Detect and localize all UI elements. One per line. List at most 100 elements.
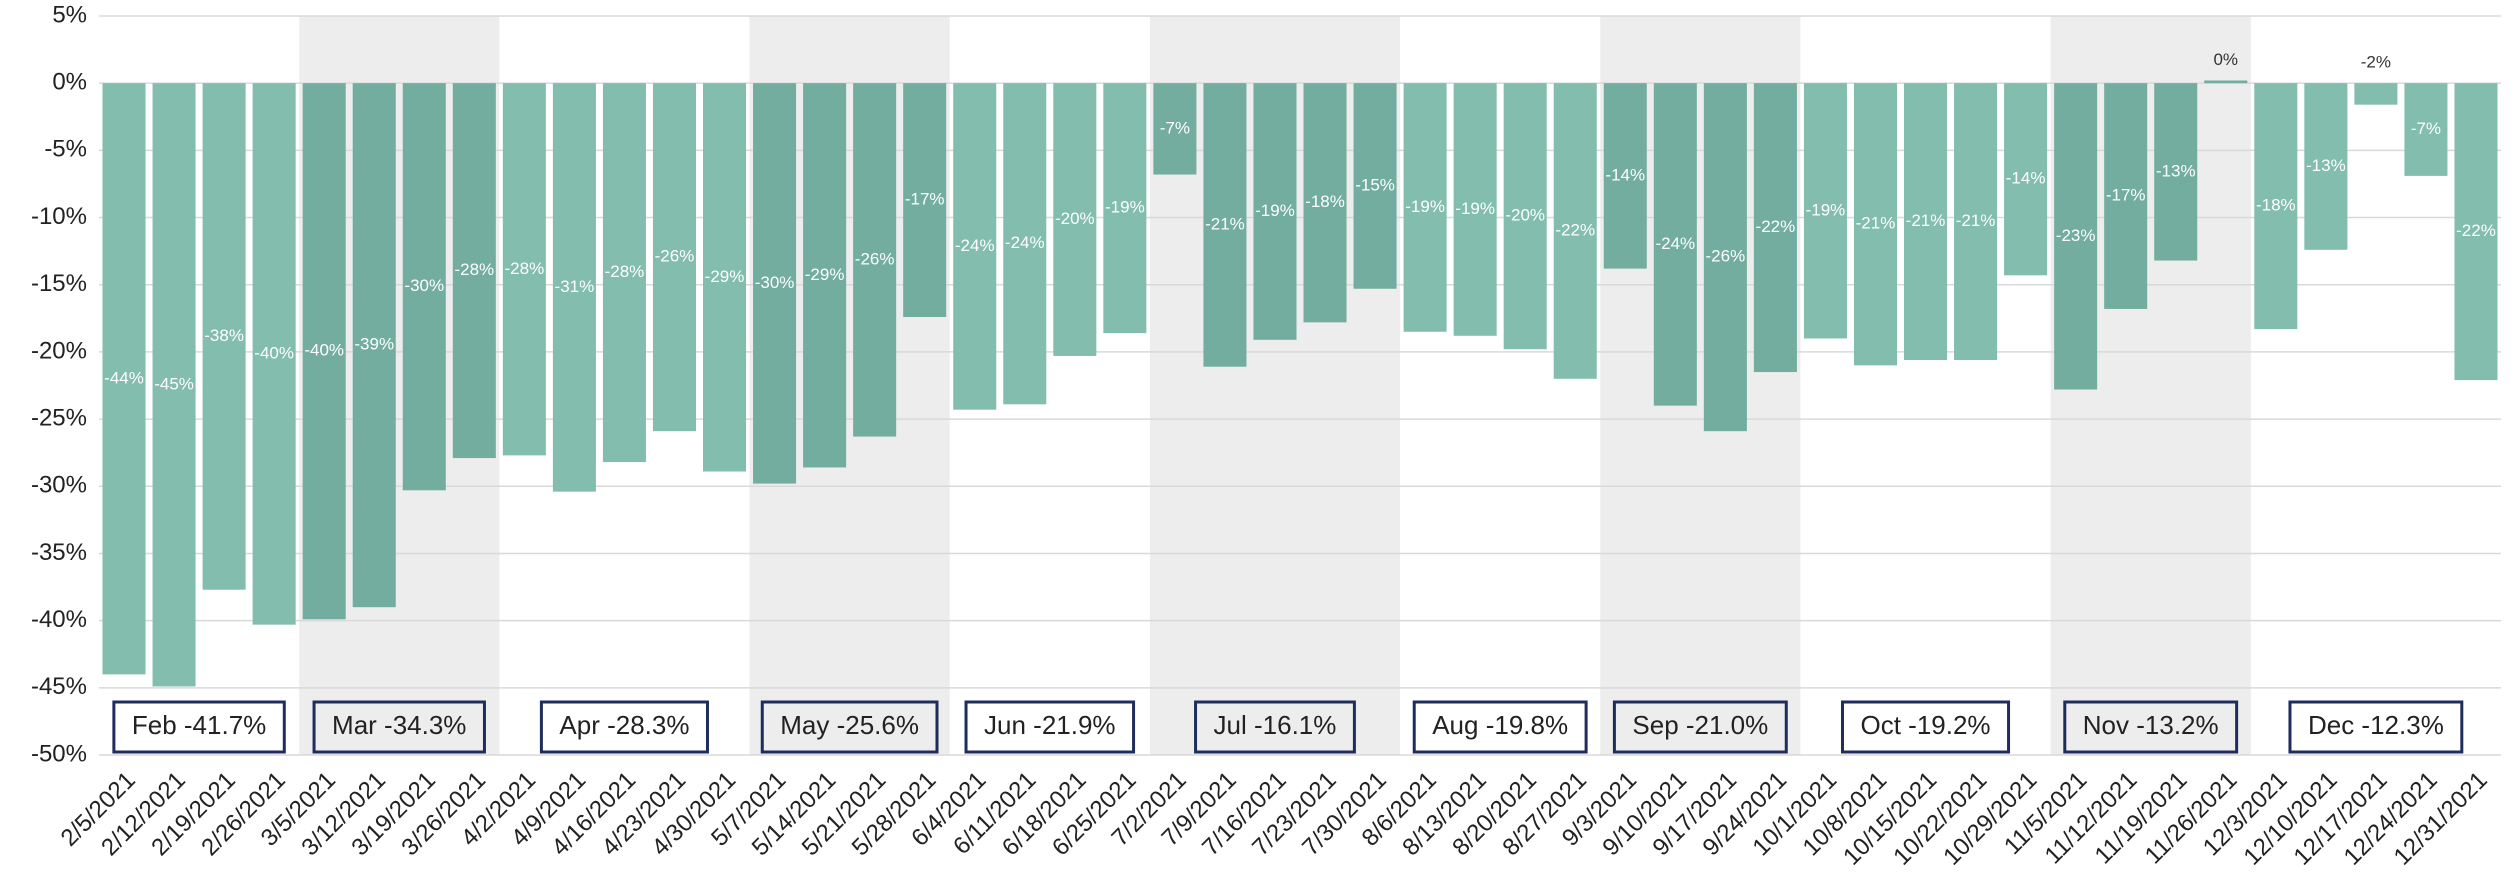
data-label: -21%	[1906, 211, 1946, 230]
bar	[2304, 83, 2348, 250]
bar	[2354, 83, 2398, 105]
data-label: -22%	[2456, 221, 2496, 240]
data-label: -22%	[1555, 220, 1595, 239]
data-label: -18%	[2256, 196, 2296, 215]
bar	[1053, 83, 1097, 356]
month-annotation: Nov -13.2%	[2083, 710, 2219, 740]
bar	[1403, 83, 1447, 332]
data-label: -14%	[2006, 169, 2046, 188]
data-label: -23%	[2056, 226, 2096, 245]
bar	[352, 83, 396, 608]
data-label: 0%	[2213, 50, 2238, 69]
y-tick-label: 0%	[52, 69, 87, 96]
y-tick-label: -40%	[31, 606, 87, 633]
data-label: -17%	[2106, 186, 2146, 205]
bar	[2054, 83, 2098, 390]
bar	[1103, 83, 1147, 334]
bar	[1853, 83, 1897, 366]
data-label: -19%	[1405, 197, 1445, 216]
bar	[202, 83, 246, 590]
data-label: -29%	[805, 265, 845, 284]
data-label: -31%	[555, 277, 595, 296]
bar	[953, 83, 997, 410]
bar	[2454, 83, 2498, 381]
bars	[102, 80, 2498, 687]
y-tick-label: 5%	[52, 1, 87, 28]
bar	[1303, 83, 1347, 323]
month-annotation: Jun -21.9%	[984, 710, 1116, 740]
data-label: -18%	[1305, 192, 1345, 211]
data-label: -28%	[605, 262, 645, 281]
month-annotation-box	[1612, 700, 1788, 754]
bar	[652, 83, 696, 432]
y-tick-label: -50%	[31, 740, 87, 767]
bar	[602, 83, 646, 463]
data-label: -17%	[905, 190, 945, 209]
y-tick-label: -15%	[31, 270, 87, 297]
bar	[1453, 83, 1497, 336]
data-label: -28%	[454, 260, 494, 279]
bar	[302, 83, 346, 620]
data-label: -29%	[705, 267, 745, 286]
month-annotation-box	[539, 700, 709, 754]
y-tick-label: -20%	[31, 337, 87, 364]
data-label: -30%	[404, 276, 444, 295]
y-tick-label: -35%	[31, 539, 87, 566]
data-label: -44%	[104, 368, 144, 387]
y-tick-label: -10%	[31, 203, 87, 230]
month-annotation-box	[112, 700, 286, 754]
month-annotation-box	[1840, 700, 2011, 754]
data-label: -21%	[1856, 214, 1896, 233]
data-label: -20%	[1505, 206, 1545, 225]
data-label: -2%	[2361, 53, 2391, 72]
month-annotation-box	[312, 700, 486, 754]
bar	[1203, 83, 1247, 367]
data-label: -20%	[1055, 209, 1095, 228]
data-label: -26%	[855, 249, 895, 268]
month-annotation: Dec -12.3%	[2308, 710, 2444, 740]
bar	[1954, 83, 1998, 360]
month-annotation: Mar -34.3%	[332, 710, 466, 740]
bar	[703, 83, 747, 472]
data-label: -30%	[755, 273, 795, 292]
bar	[2104, 83, 2148, 309]
data-label: -40%	[254, 343, 294, 362]
month-annotation: Sep -21.0%	[1632, 710, 1768, 740]
bar	[1753, 83, 1797, 373]
bar	[252, 83, 296, 625]
data-label: -40%	[304, 341, 344, 360]
data-label: -24%	[955, 236, 995, 255]
month-annotation: Feb -41.7%	[132, 710, 266, 740]
data-label: -38%	[204, 326, 244, 345]
data-label: -26%	[1706, 247, 1746, 266]
month-annotation-box	[964, 700, 1136, 754]
month-annotation-box	[2063, 700, 2239, 754]
month-annotation: Oct -19.2%	[1860, 710, 1990, 740]
data-label: -21%	[1205, 214, 1245, 233]
bar	[552, 83, 596, 492]
data-label: -19%	[1806, 200, 1846, 219]
bar	[502, 83, 546, 456]
month-annotation-box	[760, 700, 939, 754]
data-label: -45%	[154, 374, 194, 393]
data-label: -21%	[1956, 211, 1996, 230]
data-label: -22%	[1756, 217, 1796, 236]
data-label: -19%	[1105, 198, 1145, 217]
data-label: -7%	[2411, 119, 2441, 138]
month-annotation-box	[2288, 700, 2464, 754]
data-label: -39%	[354, 335, 394, 354]
bar	[1803, 83, 1847, 339]
data-label: -7%	[1160, 118, 1190, 137]
month-annotation: Jul -16.1%	[1214, 710, 1337, 740]
month-annotation: Aug -19.8%	[1432, 710, 1568, 740]
data-label: -13%	[2306, 156, 2346, 175]
data-label: -13%	[2156, 161, 2196, 180]
grid	[99, 15, 2501, 756]
bar	[1003, 83, 1047, 405]
bar	[1503, 83, 1547, 350]
bar	[2404, 83, 2448, 176]
bar	[1603, 83, 1647, 269]
data-label: -24%	[1655, 234, 1695, 253]
bar	[1904, 83, 1948, 360]
